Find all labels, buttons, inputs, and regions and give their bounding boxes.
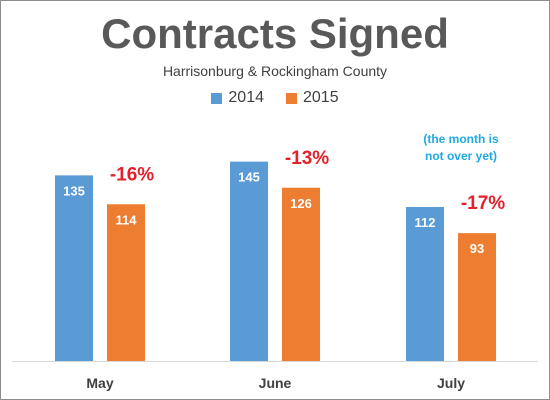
data-label-2015-june: 126 bbox=[290, 196, 312, 211]
data-label-2015-may: 114 bbox=[116, 212, 138, 227]
data-label-2014-june: 145 bbox=[238, 170, 260, 185]
change-label-may: -16% bbox=[110, 164, 154, 185]
data-label-2014-july: 112 bbox=[415, 215, 436, 230]
chart-subtitle: Harrisonburg & Rockingham County bbox=[162, 63, 388, 79]
legend-swatch-2014 bbox=[211, 92, 223, 104]
legend-label-2014: 2014 bbox=[228, 89, 264, 106]
legend-label-2015: 2015 bbox=[303, 89, 339, 106]
bar-2014-july bbox=[406, 207, 444, 361]
legend-item-2014: 2014 bbox=[211, 89, 264, 107]
change-label-june: -13% bbox=[285, 148, 329, 169]
annotation-note-line-1: (the month is bbox=[423, 132, 499, 146]
bar-2015-july bbox=[458, 233, 496, 361]
bar-2015-june bbox=[282, 187, 320, 361]
chart-legend: 2014 2015 bbox=[0, 89, 550, 107]
data-label-2015-july: 93 bbox=[470, 241, 484, 256]
data-label-2014-may: 135 bbox=[63, 183, 85, 198]
x-tick-label-july: July bbox=[437, 375, 465, 391]
x-tick-label-may: May bbox=[86, 375, 113, 391]
chart-title: Contracts Signed bbox=[101, 10, 449, 57]
bar-2014-may bbox=[55, 175, 93, 361]
annotation-note-line-2: not over yet) bbox=[425, 149, 497, 163]
bar-2015-may bbox=[107, 204, 145, 361]
change-label-july: -17% bbox=[461, 193, 505, 214]
x-tick-label-june: June bbox=[259, 375, 292, 391]
legend-item-2015: 2015 bbox=[286, 89, 339, 107]
legend-swatch-2015 bbox=[286, 92, 297, 104]
bar-2014-june bbox=[230, 161, 268, 361]
